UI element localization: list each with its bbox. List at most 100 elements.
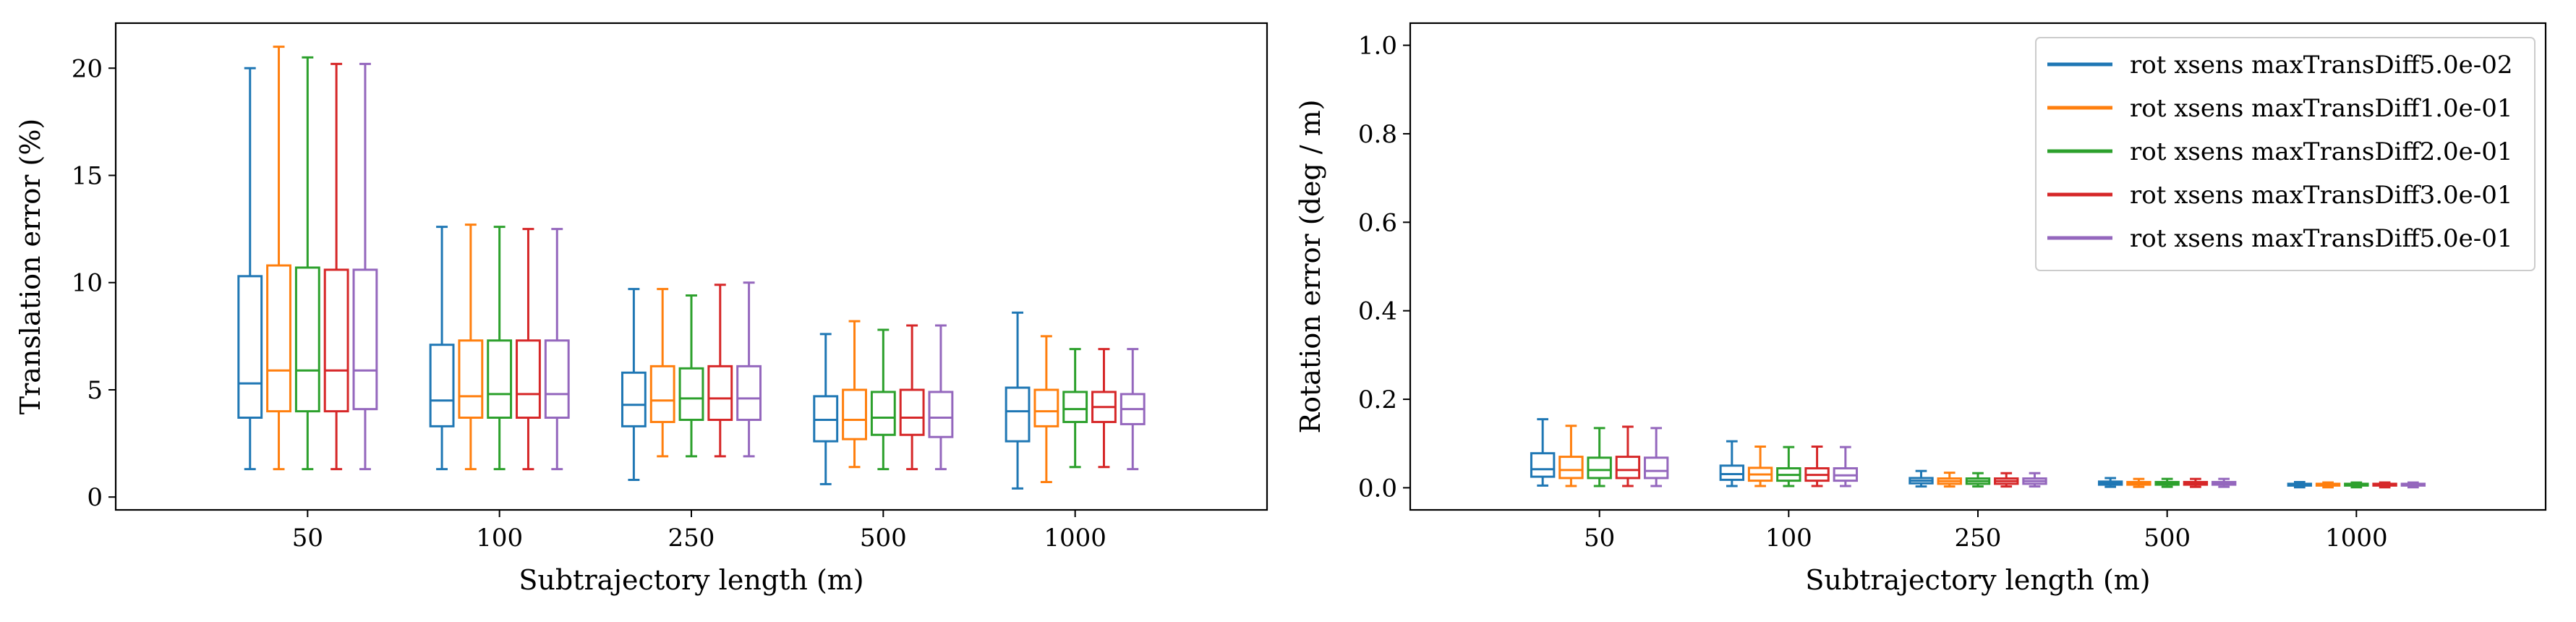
box-body [678, 367, 704, 421]
box-50-series-2 [1558, 425, 1584, 487]
legend-label: rot xsens maxTransDiff5.0e-01 [2130, 224, 2513, 253]
y-axis-label: Translation error (%) [14, 119, 46, 415]
x-tick-label: 100 [476, 524, 523, 553]
box-body [649, 365, 675, 423]
box-body [707, 365, 733, 421]
y-tick-label: 0.8 [1358, 120, 1397, 149]
box-1000-series-5 [1119, 348, 1146, 471]
box-250-series-1 [1908, 469, 1934, 488]
legend-label: rot xsens maxTransDiff1.0e-01 [2130, 94, 2513, 123]
legend-item: rot xsens maxTransDiff3.0e-01 [2047, 181, 2513, 210]
x-tick-label: 50 [292, 524, 323, 553]
box-250-series-2 [649, 288, 675, 458]
x-tick-label: 500 [2144, 524, 2191, 553]
box-1000-series-1 [1005, 311, 1031, 490]
box-body [544, 339, 570, 419]
box-500-series-3 [2154, 477, 2180, 488]
box-100-series-3 [487, 226, 513, 471]
box-100-series-3 [1776, 446, 1801, 487]
box-100-series-1 [429, 226, 455, 471]
box-body [429, 344, 455, 427]
box-body [928, 391, 954, 438]
box-body [870, 391, 896, 436]
box-1000-series-2 [1033, 335, 1059, 483]
x-axis-label: Subtrajectory length (m) [519, 564, 863, 596]
box-50-series-3 [294, 56, 320, 471]
box-body [237, 275, 263, 419]
box-50-series-5 [352, 62, 378, 471]
box-1000-series-2 [2315, 481, 2341, 489]
legend-item: rot xsens maxTransDiff1.0e-01 [2047, 94, 2513, 123]
x-tick-label: 500 [860, 524, 907, 553]
legend-label: rot xsens maxTransDiff5.0e-02 [2130, 51, 2513, 80]
y-axis-label: Rotation error (deg / m) [1295, 100, 1326, 434]
box-1000-series-4 [1091, 348, 1117, 469]
y-tick-label: 1.0 [1358, 32, 1397, 61]
box-100-series-4 [516, 228, 541, 471]
legend-box [2035, 37, 2536, 271]
box-body [352, 268, 378, 411]
box-50-series-4 [1615, 425, 1641, 487]
y-tick-label: 0 [87, 483, 103, 512]
box-250-series-3 [1965, 472, 1991, 488]
box-50-series-5 [1643, 427, 1669, 487]
y-tick-label: 0.4 [1358, 297, 1397, 326]
box-250-series-5 [2022, 472, 2047, 488]
box-50-series-2 [266, 46, 291, 471]
x-tick-label: 250 [668, 524, 715, 553]
x-axis-label: Subtrajectory length (m) [1805, 564, 2150, 596]
y-tick-label: 10 [72, 269, 103, 298]
x-tick-label: 250 [1955, 524, 2002, 553]
chart-panel-2: 0.0 0.2 0.4 0.6 0.8 1.0 50 100 250 500 1000 Subtraj… [1295, 22, 2547, 596]
box-1000-series-1 [2287, 480, 2313, 489]
box-100-series-2 [1747, 446, 1773, 487]
x-tick-label: 1000 [1044, 524, 1106, 553]
box-50-series-4 [323, 62, 349, 471]
box-500-series-1 [813, 333, 839, 485]
chart-panel-1: 0 5 10 15 20 50 100 250 500 1000 Subtrajectory len… [14, 22, 1268, 596]
box-body [620, 371, 647, 427]
y-tick-label: 0.0 [1358, 474, 1397, 503]
box-500-series-1 [2097, 477, 2123, 488]
box-body [294, 266, 320, 413]
y-tick-label: 0.6 [1358, 208, 1397, 237]
box-500-series-5 [928, 324, 954, 471]
box-body [842, 388, 867, 440]
box-body [487, 339, 513, 419]
box-body [1033, 388, 1059, 427]
box-100-series-2 [458, 223, 484, 471]
y-tick-label: 20 [72, 54, 103, 83]
box-body [1530, 452, 1556, 478]
legend-item: rot xsens maxTransDiff2.0e-01 [2047, 137, 2513, 166]
legend-label: rot xsens maxTransDiff2.0e-01 [2130, 137, 2513, 166]
box-500-series-4 [899, 324, 925, 471]
box-body [899, 388, 925, 436]
box-100-series-1 [1719, 440, 1745, 487]
box-250-series-1 [620, 288, 647, 481]
box-50-series-1 [1530, 418, 1556, 487]
box-250-series-5 [736, 281, 762, 458]
box-500-series-2 [2126, 477, 2151, 488]
box-100-series-5 [544, 228, 570, 471]
box-1000-series-3 [2344, 481, 2369, 489]
box-500-series-5 [2211, 477, 2237, 488]
box-body [1719, 464, 1745, 481]
box-body [1615, 456, 1641, 480]
box-body [1643, 456, 1669, 480]
box-1000-series-5 [2400, 481, 2426, 489]
legend-label: rot xsens maxTransDiff3.0e-01 [2130, 181, 2513, 210]
box-1000-series-4 [2372, 481, 2397, 489]
box-body [736, 365, 762, 421]
box-500-series-3 [870, 328, 896, 471]
box-1000-series-3 [1062, 348, 1088, 469]
box-500-series-2 [842, 320, 867, 469]
box-250-series-4 [1994, 472, 2019, 488]
box-body [1558, 456, 1584, 480]
box-250-series-4 [707, 284, 733, 458]
legend-item: rot xsens maxTransDiff5.0e-02 [2047, 51, 2513, 80]
box-50-series-3 [1587, 427, 1612, 487]
box-100-series-4 [1804, 446, 1830, 487]
box-body [1587, 456, 1612, 480]
box-body [458, 339, 484, 419]
